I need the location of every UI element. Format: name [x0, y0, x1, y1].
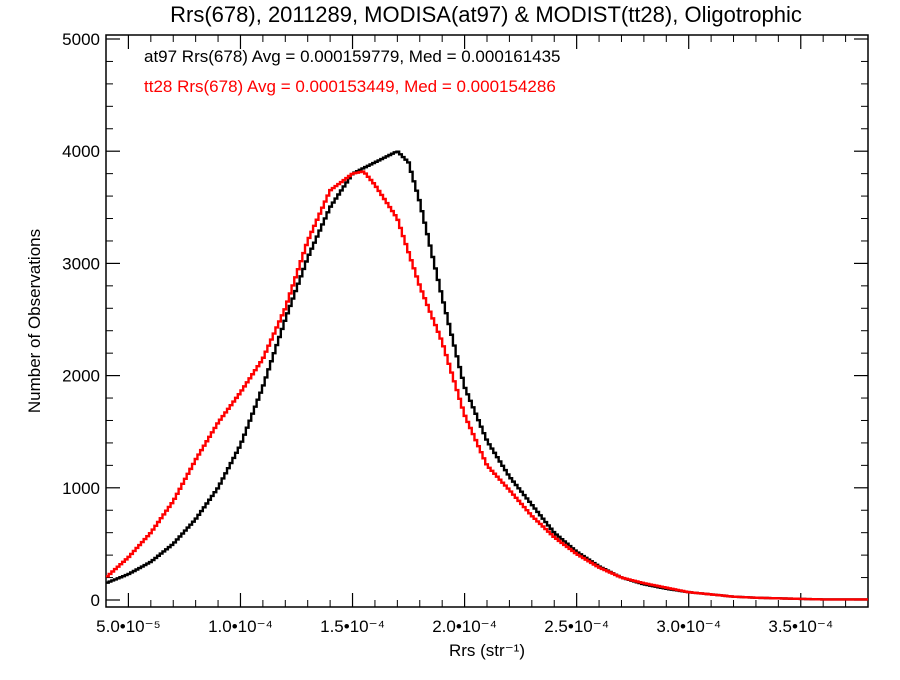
plot-frame	[105, 34, 869, 608]
stats-annotation-tt28: tt28 Rrs(678) Avg = 0.000153449, Med = 0…	[144, 77, 556, 96]
y-tick-label: 3000	[62, 254, 100, 273]
x-tick-label: 2.0•10⁻⁴	[432, 617, 497, 636]
y-tick-label: 1000	[62, 479, 100, 498]
y-tick-label: 2000	[62, 367, 100, 386]
x-tick-label: 3.5•10⁻⁴	[768, 617, 833, 636]
x-tick-label: 1.5•10⁻⁴	[320, 617, 385, 636]
y-axis-label: Number of Observations	[25, 229, 44, 413]
x-tick-label: 2.5•10⁻⁴	[544, 617, 609, 636]
axis-ticks	[105, 35, 869, 607]
x-tick-label: 3.0•10⁻⁴	[656, 617, 721, 636]
series-layer	[106, 150, 868, 601]
x-tick-label: 1.0•10⁻⁴	[208, 617, 273, 636]
y-tick-label: 4000	[62, 142, 100, 161]
y-tick-label: 5000	[62, 30, 100, 49]
x-axis-label: Rrs (str⁻¹)	[449, 641, 525, 660]
y-tick-label: 0	[91, 591, 100, 610]
y-tick-labels: 0 1000 2000 3000 4000 5000	[62, 30, 100, 610]
histogram-series-0	[106, 150, 868, 601]
histogram-series-1	[106, 170, 868, 601]
x-tick-label: 5.0•10⁻⁵	[96, 617, 161, 636]
stats-annotation-at97: at97 Rrs(678) Avg = 0.000159779, Med = 0…	[144, 47, 561, 66]
x-tick-labels: 5.0•10⁻⁵ 1.0•10⁻⁴ 1.5•10⁻⁴ 2.0•10⁻⁴ 2.5•10⁻⁴…	[96, 617, 833, 636]
chart-title: Rrs(678), 2011289, MODISA(at97) & MODIST…	[170, 2, 802, 27]
